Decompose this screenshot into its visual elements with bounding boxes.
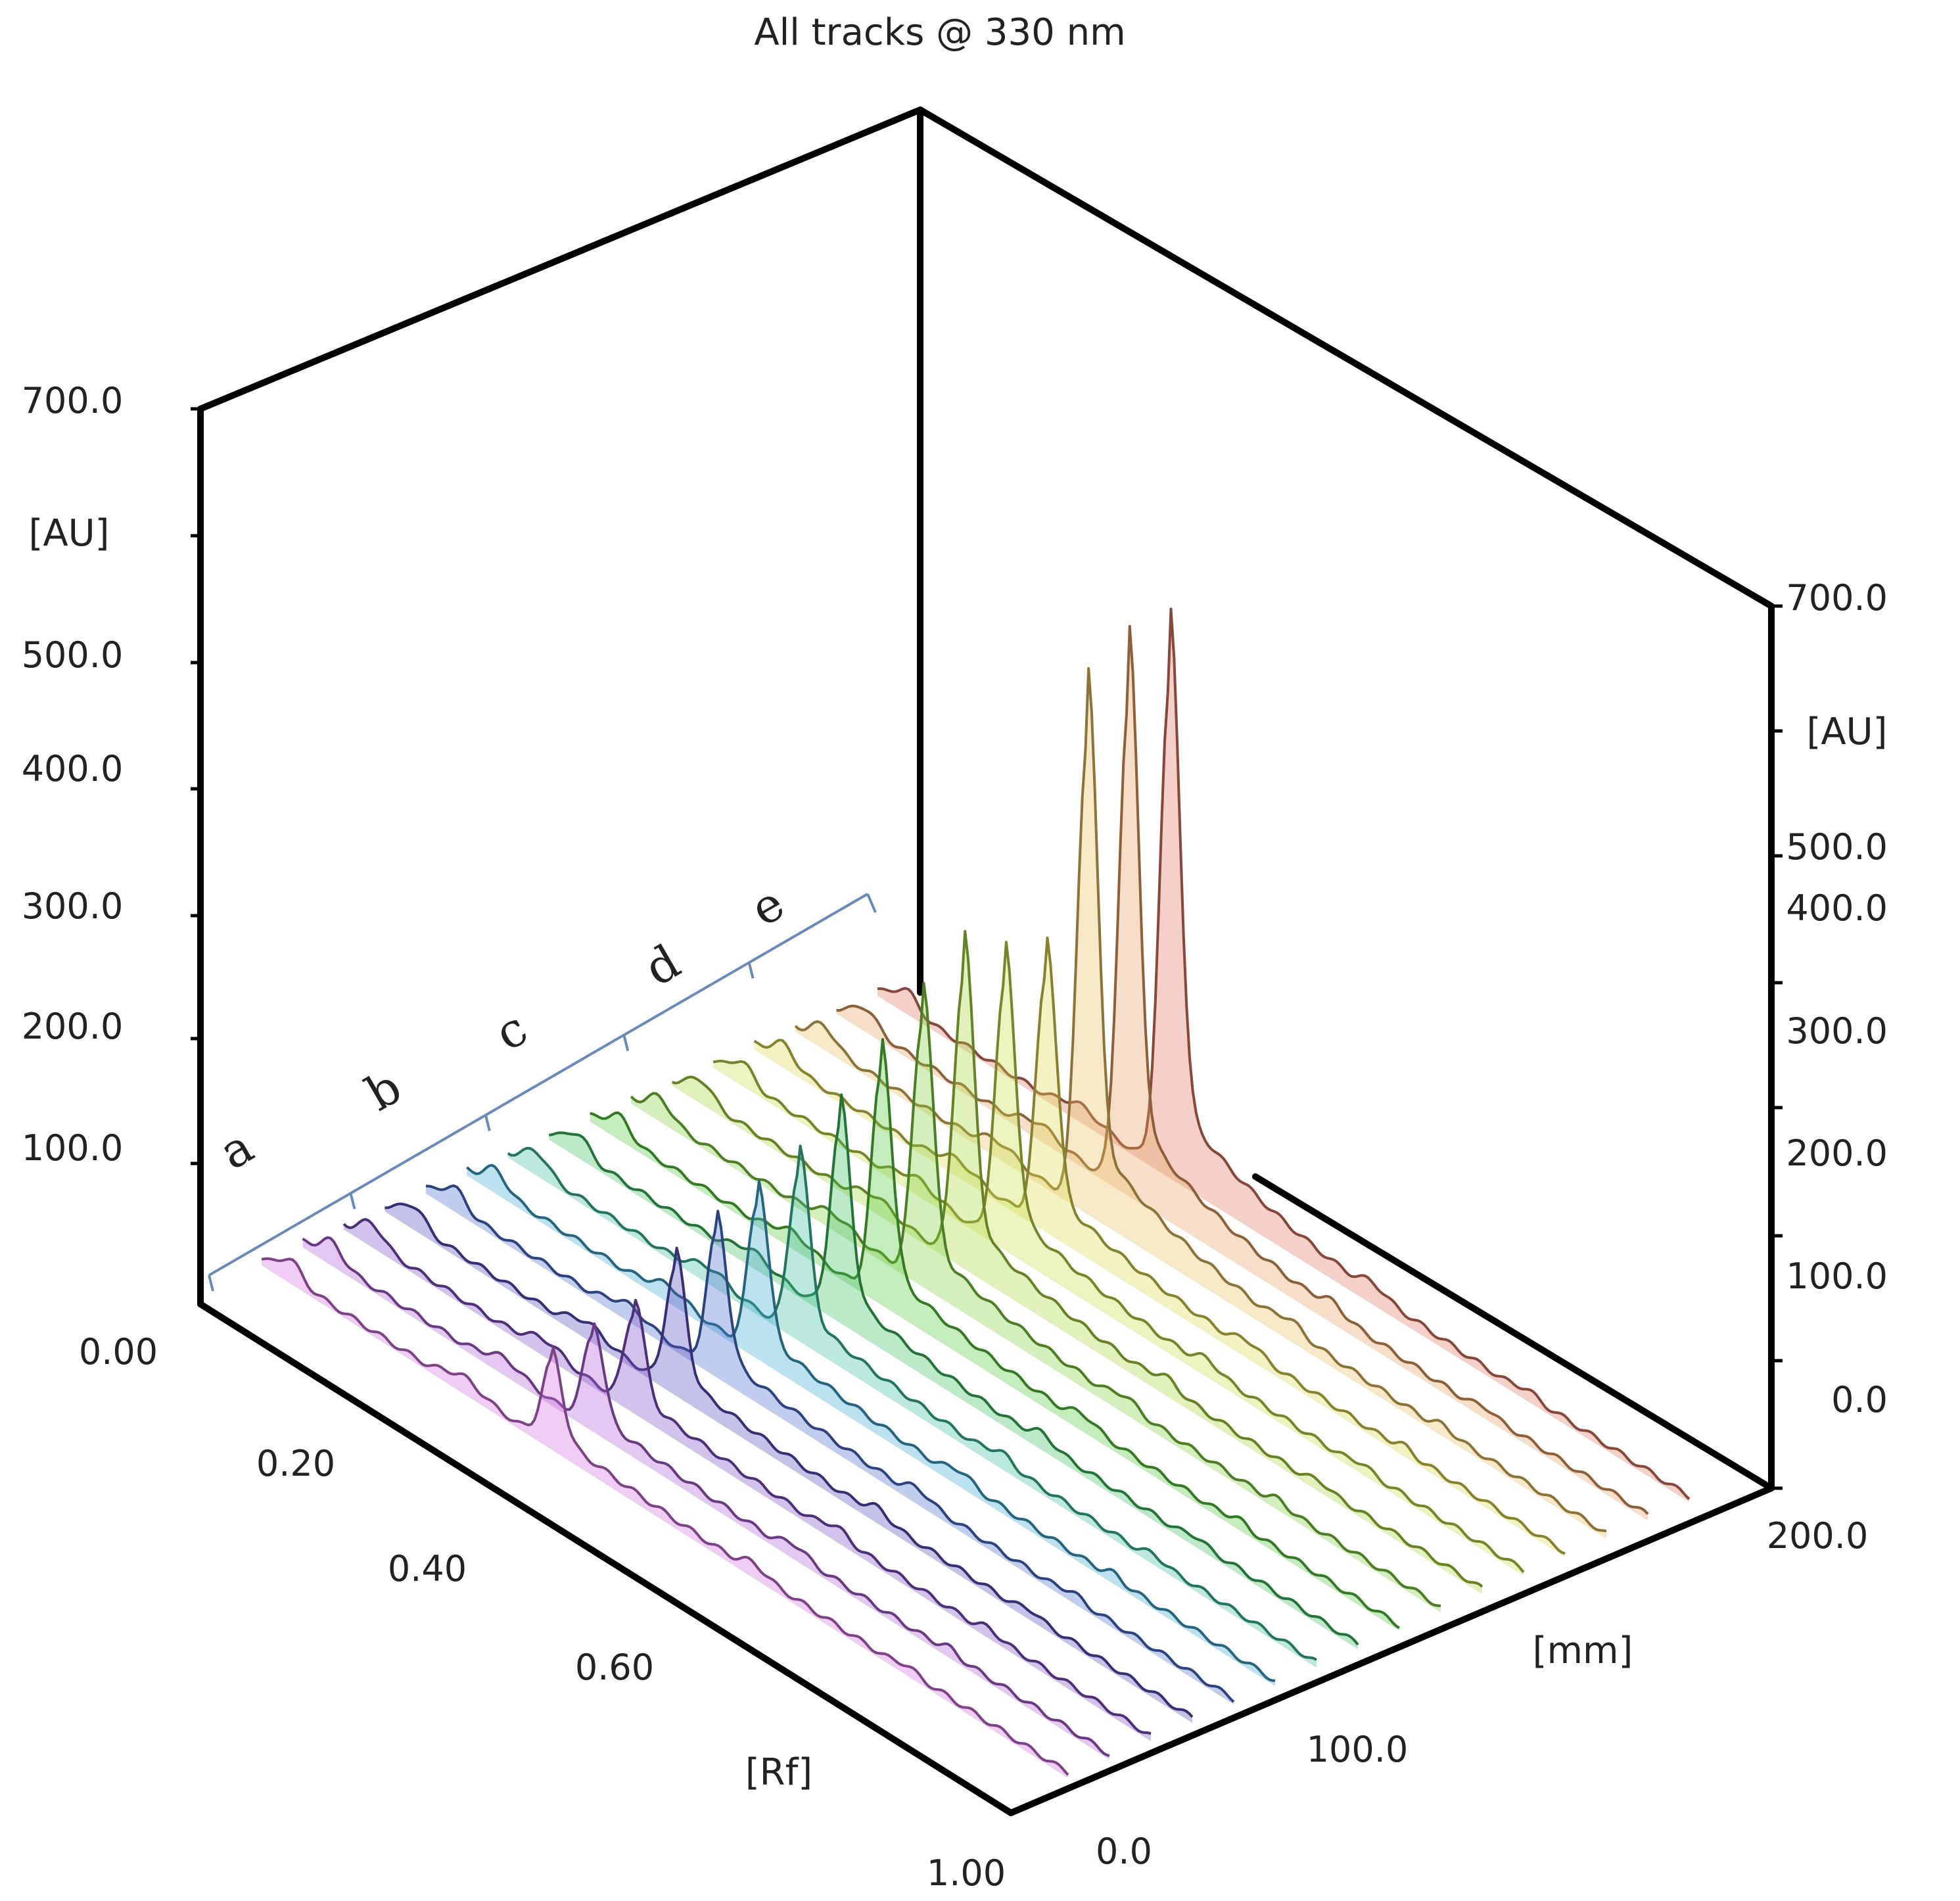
mm-tick: 0.0 — [1096, 1831, 1152, 1872]
frame-bottom-left-edge — [197, 1301, 1014, 1816]
frame-back-floor-edge — [1252, 1173, 1775, 1491]
y-tick-right: 0.0 — [1831, 1379, 1888, 1420]
rf-tick: 1.00 — [927, 1852, 1006, 1894]
track-fill — [262, 1258, 1068, 1778]
bracket-end — [866, 893, 877, 913]
tick-labels: 700.0 500.0 400.0 300.0 200.0 100.0 700.0 500.0… — [22, 380, 1888, 1894]
track-fill — [425, 1185, 1234, 1704]
track-10 — [630, 981, 1441, 1612]
rf-tick: 0.40 — [388, 1548, 467, 1589]
rf-tick: 0.60 — [575, 1647, 654, 1688]
y-tick-right: 700.0 — [1786, 577, 1888, 619]
bracket-tick — [208, 1275, 214, 1292]
group-label: b — [357, 1058, 411, 1121]
track-4 — [385, 1202, 1194, 1723]
group-label: d — [636, 933, 689, 997]
track-line — [342, 1218, 1152, 1735]
y-tick-left: 100.0 — [22, 1127, 124, 1169]
track-line — [794, 667, 1607, 1533]
track-line — [630, 981, 1441, 1607]
y-axis-label-right: [AU] — [1807, 711, 1888, 753]
y-tick-left: 400.0 — [22, 748, 124, 789]
y-tick-left: 300.0 — [22, 885, 124, 927]
track-line — [425, 1184, 1235, 1703]
track-2 — [302, 1236, 1110, 1760]
y-tick-right: 500.0 — [1786, 826, 1888, 868]
track-1 — [261, 1257, 1069, 1778]
y-tick-right: 400.0 — [1786, 887, 1888, 929]
group-label: c — [486, 1000, 536, 1062]
frame-top-left-edge — [197, 106, 923, 412]
track-14 — [794, 667, 1607, 1539]
y-tick-right: 200.0 — [1786, 1133, 1888, 1174]
track-line — [877, 607, 1691, 1500]
rf-tick: 0.20 — [256, 1443, 335, 1484]
track-8 — [549, 1093, 1359, 1649]
track-9 — [590, 1038, 1401, 1631]
track-5 — [425, 1184, 1235, 1704]
rf-axis-label: [Rf] — [745, 1751, 812, 1794]
track-line — [466, 1163, 1276, 1682]
track-16 — [877, 607, 1691, 1502]
y-axis-label-left: [AU] — [29, 512, 110, 555]
group-bracket — [208, 893, 877, 1292]
group-labels: a b c de — [210, 875, 793, 1180]
y-tick-right: 100.0 — [1786, 1256, 1888, 1297]
bracket-tick — [484, 1114, 491, 1131]
tick-marks — [191, 407, 1783, 1490]
track-7 — [507, 1144, 1317, 1668]
track-fill — [385, 1204, 1192, 1723]
track-fill — [507, 1146, 1317, 1668]
track-line — [590, 1038, 1401, 1630]
track-line — [385, 1202, 1194, 1718]
track-fill — [343, 1219, 1151, 1741]
y-tick-left: 700.0 — [22, 380, 124, 421]
track-line — [549, 1093, 1359, 1646]
mm-tick: 100.0 — [1307, 1729, 1409, 1770]
frame-bottom-right-edge — [1008, 1485, 1775, 1816]
rf-tick: 0.00 — [79, 1331, 158, 1373]
track-line — [836, 624, 1649, 1515]
track-line — [261, 1257, 1069, 1776]
track-15 — [836, 624, 1649, 1520]
y-tick-left: 200.0 — [22, 1006, 124, 1047]
track-3 — [342, 1218, 1152, 1741]
box-frame — [197, 106, 1775, 1816]
track-11 — [672, 929, 1483, 1594]
track-line — [507, 1144, 1317, 1661]
track-line — [302, 1236, 1110, 1757]
mm-tick: 200.0 — [1767, 1515, 1869, 1557]
track-line — [672, 929, 1483, 1588]
bracket-tick — [622, 1035, 630, 1052]
y-tick-left: 500.0 — [22, 634, 124, 676]
frame-top-right-edge — [917, 106, 1775, 609]
group-label: e — [741, 875, 793, 937]
y-tick-right: 300.0 — [1786, 1010, 1888, 1052]
bracket-tick — [747, 962, 755, 979]
chromatogram-tracks — [261, 607, 1691, 1778]
bracket-tick — [349, 1192, 356, 1209]
bracket-line — [208, 893, 869, 1277]
mm-axis-label: [mm] — [1533, 1630, 1633, 1672]
chart-title: All tracks @ 330 nm — [754, 11, 1125, 54]
group-label: a — [210, 1118, 262, 1180]
